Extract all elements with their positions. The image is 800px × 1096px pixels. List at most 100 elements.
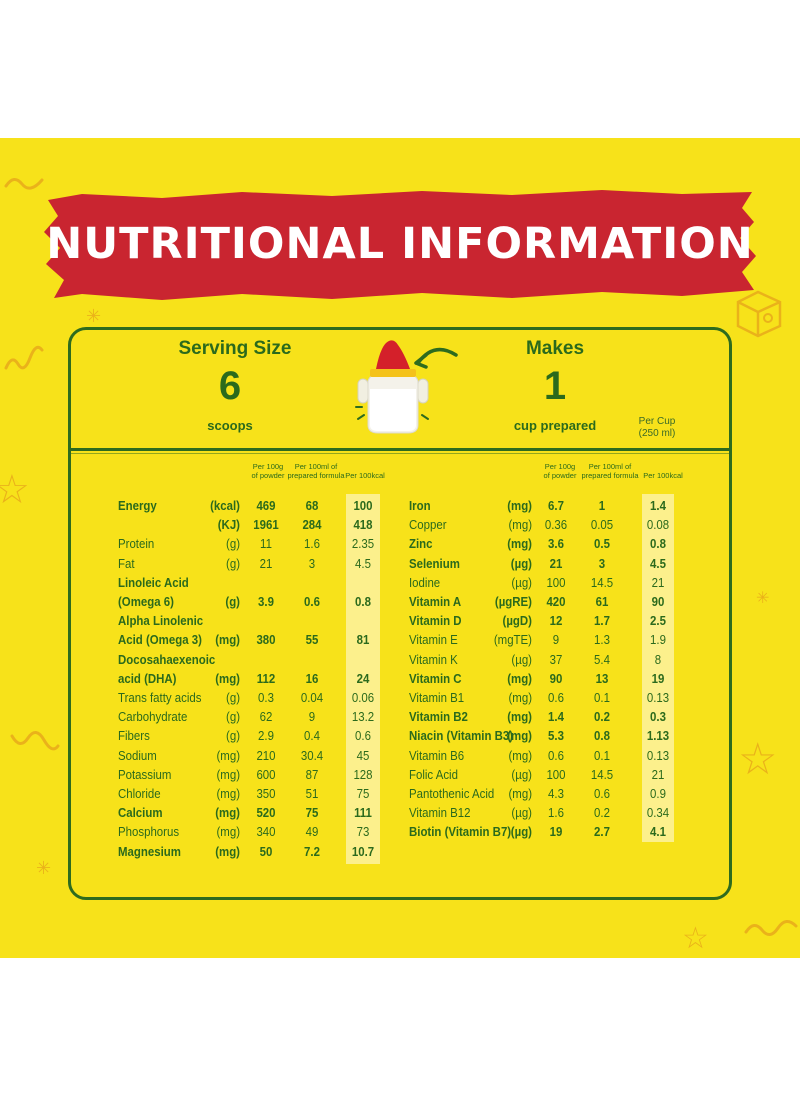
value-per100g: 0.36	[544, 517, 568, 532]
header-divider	[68, 448, 732, 451]
value-per100kcal: 0.8	[355, 594, 371, 609]
value-per100ml: 87	[305, 767, 319, 782]
value-per100kcal: 2.35	[351, 536, 375, 551]
nutrient-name: Phosphorus	[118, 824, 180, 839]
col-header-per100g-left: Per 100g of powder	[251, 462, 285, 480]
value-per100kcal: 128	[353, 767, 373, 782]
per-cup-line1: Per Cup	[638, 416, 676, 427]
col-header-per100ml-left: Per 100ml of prepared formula	[287, 462, 345, 480]
value-per100ml: 51	[305, 786, 319, 801]
nutrient-unit: (µgRE)	[494, 594, 532, 609]
nutrient-name: Vitamin K	[409, 652, 458, 667]
value-per100ml: 0.8	[594, 728, 610, 743]
value-per100ml: 0.6	[304, 594, 320, 609]
value-per100ml: 1	[598, 498, 606, 513]
nutrient-name: Chloride	[118, 786, 161, 801]
value-per100g: 12	[549, 613, 563, 628]
nutrient-unit: (mg)	[215, 844, 240, 859]
value-per100kcal: 0.34	[646, 805, 670, 820]
nutrient-name: Energy	[118, 498, 157, 513]
toy-block-icon	[736, 290, 782, 338]
sparkle-icon: ✳	[86, 306, 102, 327]
serving-size-value: 6	[218, 364, 242, 408]
value-per100ml: 0.05	[590, 517, 614, 532]
nutrient-unit: (µg)	[511, 652, 532, 667]
nutrient-unit: (mg)	[215, 671, 240, 686]
value-per100kcal: 19	[651, 671, 665, 686]
nutrient-unit: (mg)	[216, 786, 240, 801]
value-per100kcal: 2.5	[650, 613, 666, 628]
nutrient-name: Niacin (Vitamin B3)	[409, 728, 514, 743]
value-per100kcal: 1.4	[650, 498, 666, 513]
nutrient-unit: (mg)	[507, 709, 532, 724]
col-header-per100kcal-right: Per 100kcal	[643, 471, 683, 480]
value-per100kcal: 4.5	[355, 556, 371, 571]
value-per100ml: 1.6	[304, 536, 320, 551]
value-per100g: 100	[546, 767, 566, 782]
title-banner: NUTRITIONAL INFORMATION	[42, 186, 758, 302]
per-cup-line2: (250 ml)	[638, 428, 676, 439]
nutrient-name: Biotin (Vitamin B7)	[409, 824, 512, 839]
value-per100ml: 3	[598, 556, 606, 571]
value-per100ml: 0.1	[594, 748, 610, 763]
nutrient-name: Vitamin E	[409, 632, 458, 647]
value-per100g: 420	[546, 594, 566, 609]
nutrient-name: Calcium	[118, 805, 163, 820]
value-per100kcal: 21	[651, 767, 665, 782]
nutrient-name: Zinc	[409, 536, 433, 551]
squiggle-icon	[4, 178, 44, 190]
nutrient-unit: (mg)	[508, 786, 532, 801]
nutrient-name: acid (DHA)	[118, 671, 177, 686]
nutrient-name: Protein	[118, 536, 155, 551]
value-per100g: 9	[552, 632, 560, 647]
value-per100kcal: 0.8	[650, 536, 666, 551]
nutrient-name: Copper	[409, 517, 447, 532]
nutrient-unit: (µg)	[510, 556, 532, 571]
nutrient-unit: (g)	[226, 709, 240, 724]
nutrient-name: Folic Acid	[409, 767, 458, 782]
value-per100kcal: 1.9	[650, 632, 666, 647]
nutrient-unit: (g)	[226, 536, 240, 551]
header-divider-thin	[68, 453, 732, 454]
value-per100g: 600	[256, 767, 276, 782]
value-per100kcal: 111	[354, 805, 372, 820]
value-per100kcal: 13.2	[351, 709, 375, 724]
value-per100kcal: 1.13	[646, 728, 670, 743]
value-per100kcal: 73	[356, 824, 370, 839]
nutrient-unit: (mgTE)	[493, 632, 532, 647]
per-cup-label: Per Cup (250 ml)	[622, 416, 692, 440]
value-per100ml: 30.4	[300, 748, 324, 763]
value-per100g: 5.3	[548, 728, 564, 743]
nutrient-name: Vitamin C	[409, 671, 462, 686]
value-per100ml: 0.1	[594, 690, 610, 705]
nutrition-card	[68, 327, 732, 900]
value-per100ml: 14.5	[590, 575, 614, 590]
value-per100g: 3.9	[258, 594, 274, 609]
nutrient-name: Iron	[409, 498, 431, 513]
value-per100g: 62	[259, 709, 273, 724]
value-per100kcal: 0.08	[646, 517, 670, 532]
value-per100kcal: 0.3	[650, 709, 666, 724]
nutrient-unit: (mg)	[216, 767, 240, 782]
star-icon: ☆	[738, 734, 778, 785]
nutrient-unit: (mg)	[507, 536, 532, 551]
value-per100ml: 75	[305, 805, 319, 820]
value-per100g: 1.4	[548, 709, 564, 724]
value-per100kcal: 45	[356, 748, 370, 763]
value-per100g: 90	[549, 671, 563, 686]
value-per100g: 0.6	[548, 748, 564, 763]
serving-size-title: Serving Size	[178, 338, 292, 359]
star-icon: ☆	[682, 921, 709, 956]
nutrient-unit: (µgD)	[502, 613, 532, 628]
value-per100kcal: 90	[651, 594, 665, 609]
value-per100g: 1961	[253, 517, 279, 532]
value-per100kcal: 4.1	[650, 824, 666, 839]
nutrient-name: Linoleic Acid	[118, 575, 189, 590]
value-per100ml: 68	[305, 498, 319, 513]
value-per100kcal: 81	[356, 632, 370, 647]
value-per100g: 50	[259, 844, 273, 859]
value-per100ml: 0.2	[594, 709, 610, 724]
value-per100kcal: 24	[356, 671, 370, 686]
value-per100ml: 16	[305, 671, 319, 686]
value-per100ml: 61	[595, 594, 609, 609]
